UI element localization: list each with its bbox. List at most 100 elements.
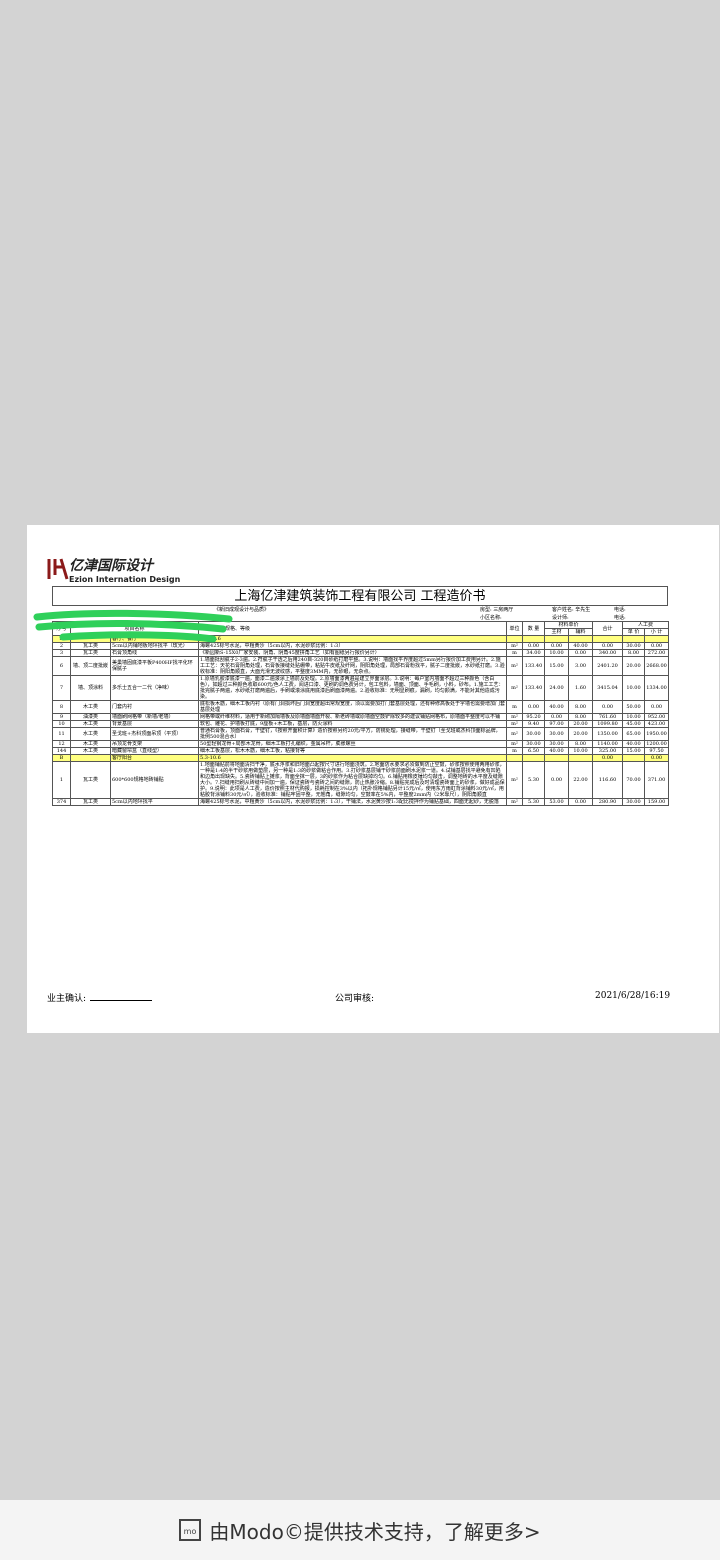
designer: 设计师: [552, 615, 569, 621]
labor-price: 45.00 [622, 720, 646, 728]
item-name: 美巢墙固底漆平板P400HF找平化环保腻子 [109, 656, 200, 676]
item-name: 暗藏窗帘盒（直线型） [109, 747, 200, 755]
labor-total: 952.00 [644, 713, 670, 721]
labor-total: 371.00 [644, 761, 670, 799]
owner-label: 业主确认: [47, 994, 87, 1004]
spec: 底松板木筋，细木工板内衬（原有门洞损坏后门洞宽度超出常规宽度，须以需要加打门套基… [198, 700, 508, 714]
category: 墙、顶二度批嵌 [70, 656, 111, 676]
modo-icon: mo [179, 1519, 202, 1541]
table-row: 7 墙、顶涂料 多乐士五合一二代（净味） 1.原墙乳胶漆底漆一遍，面漆二遍滚涂上墙前及… [52, 675, 670, 701]
aux-price: 0.00 [568, 798, 594, 806]
spec: 1.原墙乳胶漆底漆一遍，面漆二遍滚涂上墙前及处理。2.原墙面漆两遍是建立界面涂层… [198, 675, 508, 701]
total: 325.00 [592, 747, 624, 755]
qty: 5.30 [522, 798, 546, 806]
item-name: 5cm以内地坪找平 [109, 798, 200, 806]
unit: m [506, 649, 524, 657]
col-header: 合计 [592, 621, 624, 636]
spec: 海螺425标号水泥，中粗黄沙（5cm以内，水泥砂浆比例：1:3），干铺法，水泥黄… [198, 798, 508, 806]
main-price: 10.00 [544, 649, 570, 657]
spec: 软包、雕花、护墙板打底，9厘板+木工板，基层，防火涂料 [198, 720, 508, 728]
total: 0.00 [592, 700, 624, 714]
no: 144 [52, 747, 71, 755]
labor-price: 50.00 [622, 700, 646, 714]
labor-total: 0.00 [644, 700, 670, 714]
unit: m² [506, 675, 524, 701]
labor-price: 10.00 [622, 713, 646, 721]
unit [506, 635, 524, 643]
no: 10 [52, 720, 71, 728]
labor-price: 30.00 [622, 642, 646, 650]
quote-table: 序号 项目名称 材料品牌、规格、等级 单位 数 量 材料单价 合计 人工费 主材… [52, 621, 670, 806]
qty: 30.00 [522, 727, 546, 741]
labor-total: 0.00 [644, 642, 670, 650]
main-price: 97.00 [544, 720, 570, 728]
info-block: 《新旧成观设计与品质》 房型: 三房两厅 客户姓名: 辛先生 电话: 小区名称:… [52, 606, 668, 634]
phone: 电话: [614, 615, 626, 621]
no: 1 [52, 761, 71, 799]
labor-price: 70.00 [622, 761, 646, 799]
aux-price: 20.00 [568, 720, 594, 728]
unit: m² [506, 727, 524, 741]
spec: 5.3-10.6 [198, 754, 508, 762]
total: 280.90 [592, 798, 624, 806]
category: 木工类 [70, 740, 111, 748]
category: 墙、顶涂料 [70, 675, 111, 701]
bottom-bar-text[interactable]: 由Modo©提供技术支持，了解更多> [209, 1519, 541, 1544]
unit: m² [506, 798, 524, 806]
labor-price [622, 635, 646, 643]
unit: m² [506, 656, 524, 676]
qty: 6.50 [522, 747, 546, 755]
main-price: 30.00 [544, 727, 570, 741]
document-page: 亿津国际设计 Ezion Internation Design 上海亿津建筑装饰… [27, 525, 719, 1033]
bottom-bar[interactable]: mo 由Modo©提供技术支持，了解更多> [0, 1500, 720, 1560]
total: 3415.04 [592, 675, 624, 701]
aux-price [568, 635, 594, 643]
labor-total: 1200.00 [644, 740, 670, 748]
total: 1350.00 [592, 727, 624, 741]
main-price [544, 635, 570, 643]
aux-price: 40.00 [568, 642, 594, 650]
table-row: 6 墙、顶二度批嵌 美巢墙固底漆平板P400HF找平化环保腻子 1.墙面批刮腻子2-3… [52, 656, 670, 676]
customer: 客户姓名: 辛先生 [552, 607, 591, 613]
item-name: 600*600规格地砖铺贴 [109, 761, 200, 799]
category [70, 754, 111, 762]
qty: 34.00 [522, 649, 546, 657]
qty: 5.30 [522, 761, 546, 799]
no: 374 [52, 798, 71, 806]
labor-total: 423.00 [644, 720, 670, 728]
table-row: 1 瓦工类 600*600规格地砖铺贴 1.地面铺贴前将地面清扫干净，底水浮浆和旧地面… [52, 761, 670, 799]
aux-price: 22.00 [568, 761, 594, 799]
no: 2 [52, 642, 71, 650]
aux-price: 1.60 [568, 675, 594, 701]
qty: 9.40 [522, 720, 546, 728]
unit: m² [506, 642, 524, 650]
category: 水工类 [70, 727, 111, 741]
unit: m² [506, 713, 524, 721]
table-row: 144 木工类 暗藏窗帘盒（直线型） 细木工板基层，松木木筋，细木工板，粘接背等 m 6.… [52, 747, 670, 755]
unit: m [506, 700, 524, 714]
labor-total: 272.00 [644, 649, 670, 657]
labor-total: 2668.00 [644, 656, 670, 676]
main-price: 40.00 [544, 700, 570, 714]
category: 瓦工类 [70, 761, 111, 799]
phone: 电话: [614, 607, 626, 613]
spec: 1.地面铺贴前将地面清扫干净，底水浮浆和旧地面凸起按尺寸进行地面浇筑。2.地面防… [198, 761, 508, 799]
item-name: 客厅阳台 [109, 754, 200, 762]
no: 8 [52, 700, 71, 714]
spec: 《新园新S-15X0厂家安装、阴角、阴角45度拼角工艺（如有图纸另行报价另计） [198, 649, 508, 657]
no: 6 [52, 656, 71, 676]
labor-price: 20.00 [622, 656, 646, 676]
table-row: 11 水工类 圣戈班+杰科顶面吊顶（平顶） 普通石膏板，顶面石膏，干壁钉，《按照开面积… [52, 727, 670, 741]
main-price: 0.00 [544, 642, 570, 650]
qty: 95.20 [522, 713, 546, 721]
qty: 0.00 [522, 642, 546, 650]
table-row: B 客厅阳台 5.3-10.6 0.00 0.00 [52, 754, 670, 762]
qty: 133.40 [522, 656, 546, 676]
col-header: 辅料 [568, 628, 594, 636]
table-row: 10 木工类 背景基层 软包、雕花、护墙板打底，9厘板+木工板，基层，防火涂料 m² 9.… [52, 720, 670, 728]
community: 小区名称: [480, 615, 502, 621]
unit [506, 754, 524, 762]
total: 0.00 [592, 754, 624, 762]
qty: 30.00 [522, 740, 546, 748]
